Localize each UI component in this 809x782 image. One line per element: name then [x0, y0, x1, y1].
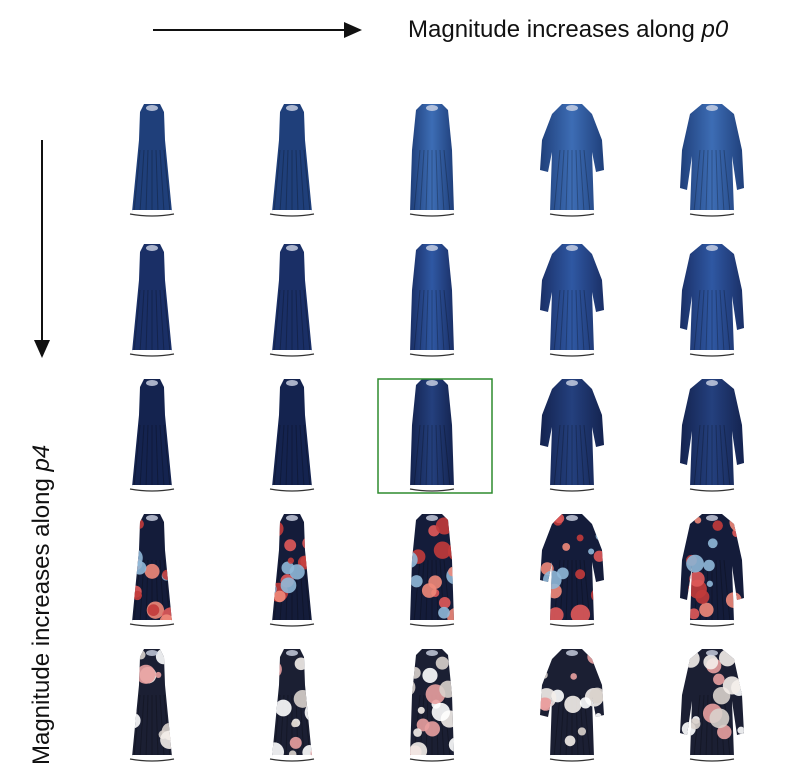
highlight-box: [377, 378, 493, 494]
dress-cell: [269, 244, 315, 357]
dress-cell: [269, 104, 315, 217]
dress-cell: [540, 649, 604, 762]
dress-cell: [409, 244, 455, 357]
dress-silhouette: [410, 514, 454, 622]
dress-cell: [680, 649, 744, 762]
dress-cell: [409, 104, 455, 217]
dress-cell: [129, 649, 175, 762]
dress-silhouette: [132, 379, 172, 487]
dress-silhouette: [132, 244, 172, 352]
dress-silhouette: [272, 649, 312, 757]
dress-cell: [680, 244, 744, 357]
dress-silhouette: [132, 104, 172, 212]
dress-silhouette: [540, 104, 604, 212]
dress-cell: [129, 244, 175, 357]
dress-silhouette: [410, 244, 454, 352]
dress-silhouette: [272, 104, 312, 212]
dress-cell: [680, 379, 744, 492]
dress-cell: [269, 514, 315, 627]
dress-silhouette: [680, 244, 744, 352]
dress-cell: [540, 244, 604, 357]
dress-cell: [409, 379, 455, 492]
dress-cell: [269, 649, 315, 762]
dress-cell: [129, 514, 175, 627]
dress-cell: [409, 649, 455, 762]
axis-label-p0: Magnitude increases along p0: [408, 16, 729, 43]
dress-silhouette: [540, 379, 604, 487]
dress-cell: [129, 104, 175, 217]
dress-cell: [409, 514, 455, 627]
dress-silhouette: [272, 379, 312, 487]
dress-cell: [680, 514, 744, 627]
dress-silhouette: [540, 244, 604, 352]
dress-cell: [129, 379, 175, 492]
dress-silhouette: [680, 104, 744, 212]
dress-silhouette: [410, 104, 454, 212]
dress-silhouette: [680, 379, 744, 487]
dress-silhouette: [410, 379, 454, 487]
dress-cell: [540, 514, 604, 627]
dress-cell: [680, 104, 744, 217]
dress-cell: [540, 379, 604, 492]
dress-silhouette: [272, 244, 312, 352]
dress-cell: [269, 379, 315, 492]
dress-cell: [540, 104, 604, 217]
